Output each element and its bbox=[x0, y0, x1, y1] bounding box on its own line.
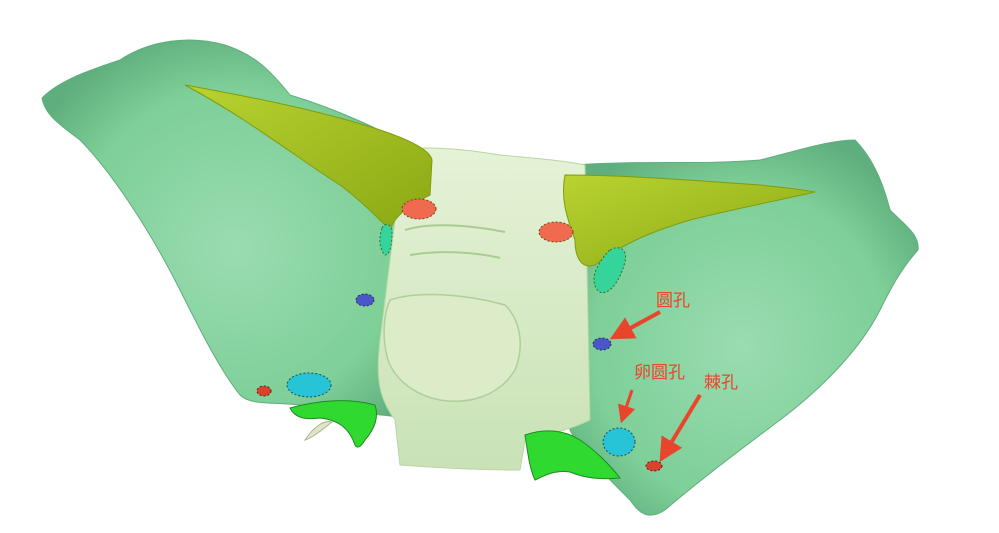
foramen-rotundum-left bbox=[355, 293, 375, 307]
arrow-spinosum bbox=[659, 393, 702, 463]
sella-turcica bbox=[383, 293, 521, 402]
foramen-spinosum-right bbox=[645, 460, 663, 472]
foramen-rotundum-right bbox=[592, 337, 612, 351]
foramen-spinosum-left bbox=[256, 385, 272, 397]
foramen-ovale-left bbox=[286, 372, 332, 398]
pterygoid-process-left bbox=[289, 400, 378, 448]
optic-canal-left bbox=[401, 198, 437, 220]
label-foramen-ovale: 卵圆孔 bbox=[634, 363, 685, 383]
arrow-rotundum bbox=[609, 310, 661, 340]
pterygoid-process-right bbox=[524, 430, 621, 481]
dorsum-sellae bbox=[404, 224, 506, 259]
superior-orbital-fissure-left bbox=[379, 224, 393, 256]
foramen-ovale-right bbox=[602, 427, 636, 457]
label-foramen-rotundum: 圆孔 bbox=[656, 291, 690, 311]
optic-canal-right bbox=[538, 221, 574, 243]
lesser-wing-right bbox=[562, 174, 816, 267]
superior-orbital-fissure-right bbox=[593, 247, 627, 294]
pterygoid-hamulus-left bbox=[303, 421, 334, 441]
label-foramen-spinosum: 棘孔 bbox=[704, 373, 738, 393]
arrow-ovale bbox=[618, 389, 636, 424]
